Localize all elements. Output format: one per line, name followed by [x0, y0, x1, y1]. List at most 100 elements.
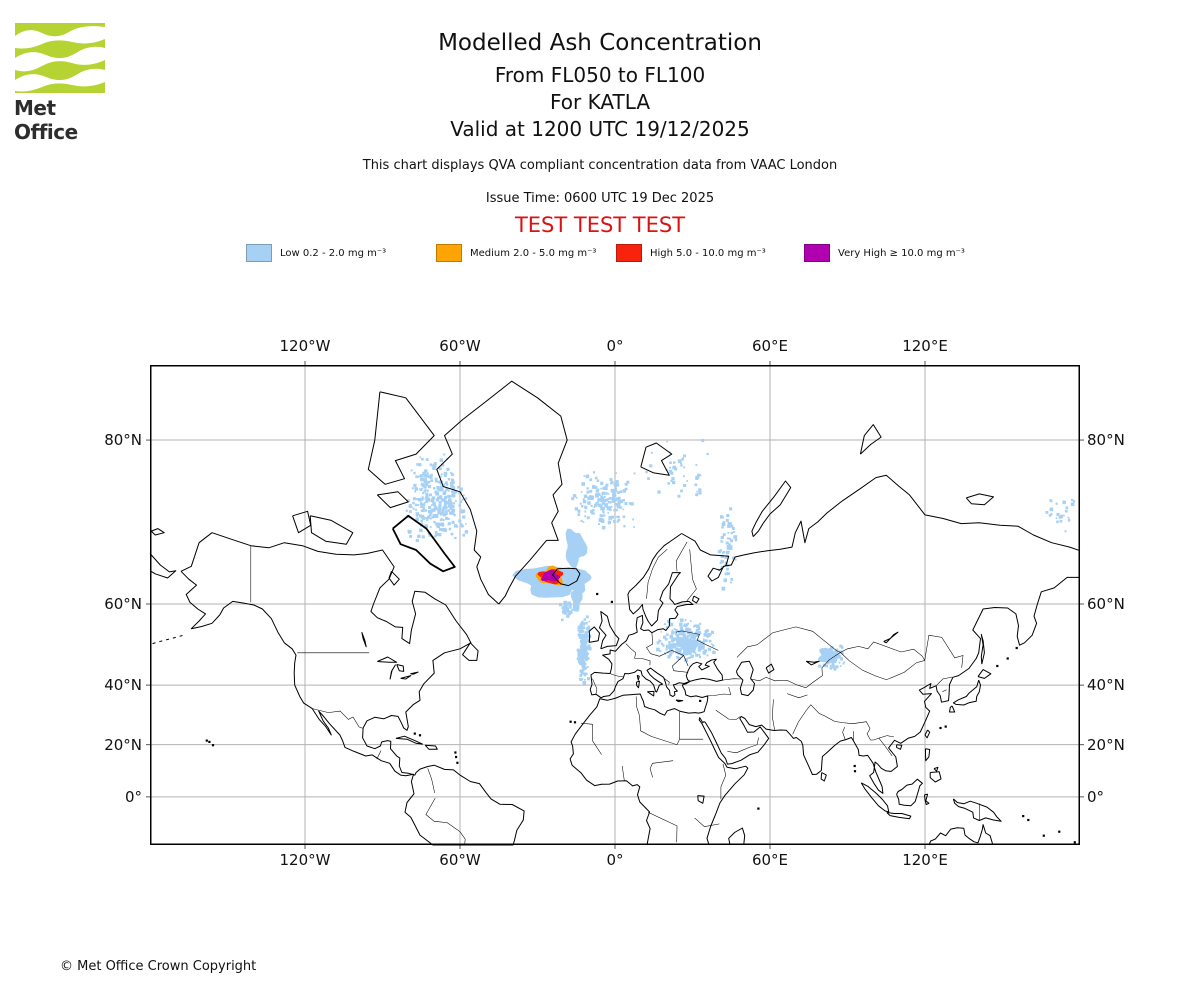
island-dot: [454, 751, 457, 754]
ash-region-barents-streaks: [717, 507, 738, 591]
legend-label-medium: Medium 2.0 - 5.0 mg m⁻³: [470, 247, 597, 259]
island-dot: [1058, 830, 1061, 833]
coastline: [309, 515, 354, 545]
legend-item-medium: Medium 2.0 - 5.0 mg m⁻³: [436, 244, 596, 262]
lon-tick-label-top: 120°E: [902, 337, 948, 355]
country-border: [425, 797, 466, 846]
ash-region-svalbard-east-scatter: [645, 439, 709, 498]
lon-tick-label-top: 0°: [606, 337, 624, 355]
coastline: [377, 656, 398, 663]
country-border: [840, 641, 926, 680]
country-border: [625, 643, 651, 666]
world-map: [146, 361, 1084, 849]
qva-description: This chart displays QVA compliant concen…: [362, 158, 838, 173]
coastline: [180, 532, 525, 846]
coastline: [588, 626, 600, 643]
coastline: [883, 631, 899, 644]
coastline: [681, 474, 1081, 582]
country-border: [675, 630, 719, 651]
ash-region-norwegian-sea-band: [571, 471, 636, 530]
legend-item-low: Low 0.2 - 2.0 mg m⁻³: [246, 244, 386, 262]
ash-region-wrangel-specks: [1045, 498, 1076, 533]
island-dot: [1022, 815, 1025, 818]
chart-title: Modelled Ash Concentration: [438, 30, 762, 56]
coastline: [949, 705, 956, 713]
island-dot: [853, 764, 856, 768]
coastline: [925, 748, 931, 762]
coastline: [924, 729, 931, 739]
coastline: [728, 827, 746, 846]
coastline: [424, 744, 438, 750]
coastline: [149, 553, 177, 579]
country-border: [810, 704, 895, 741]
country-border: [694, 817, 720, 827]
legend-swatch-very_high: [804, 244, 830, 262]
lon-tick-label-bottom: 120°W: [279, 851, 331, 869]
ash-region-iceland-plume-ne-wing: [565, 528, 588, 569]
coastline: [396, 664, 405, 672]
country-border: [649, 760, 674, 778]
island-dot: [211, 744, 215, 747]
lat-tick-label-left: 60°N: [104, 594, 142, 613]
coastline: [765, 663, 775, 674]
country-border: [376, 750, 382, 760]
legend-item-high: High 5.0 - 10.0 mg m⁻³: [616, 244, 766, 262]
subtitle-valid-time: Valid at 1200 UTC 19/12/2025: [450, 117, 750, 141]
country-border: [786, 693, 808, 699]
coastline: [636, 674, 640, 681]
island-dot: [413, 732, 416, 735]
coastline: [980, 633, 985, 665]
coastline: [635, 680, 640, 689]
coastline: [977, 669, 992, 679]
country-border: [792, 704, 812, 735]
test-banner: TEST TEST TEST: [514, 213, 686, 237]
coastline: [805, 660, 820, 666]
met-office-logo-icon: [15, 23, 105, 93]
coastline: [952, 798, 1002, 822]
iceland-coast-bold: [391, 514, 456, 573]
country-border: [672, 655, 689, 673]
ash-region-baffin-bay-scatter: [405, 453, 469, 543]
lon-tick-label-bottom: 60°W: [439, 851, 481, 869]
coastline: [952, 679, 981, 706]
country-border: [842, 726, 846, 740]
island-dot: [596, 592, 599, 596]
island-dot: [1073, 841, 1076, 844]
lat-tick-label-right: 60°N: [1087, 594, 1125, 613]
country-border: [707, 687, 732, 697]
coastline: [552, 567, 581, 587]
coastline: [436, 380, 568, 605]
coastline: [150, 528, 165, 536]
country-border: [736, 626, 841, 658]
island-dot: [456, 761, 459, 764]
legend-label-high: High 5.0 - 10.0 mg m⁻³: [650, 247, 766, 259]
country-border: [924, 634, 964, 668]
country-border: [592, 678, 598, 695]
coastline: [569, 533, 723, 846]
island-dot: [1042, 834, 1045, 837]
coastline: [698, 576, 1080, 846]
lon-tick-label-bottom: 120°E: [902, 851, 948, 869]
coastline: [392, 515, 456, 572]
issue-time: Issue Time: 0600 UTC 19 Dec 2025: [485, 191, 715, 206]
country-border: [727, 737, 759, 754]
coastline: [697, 795, 705, 804]
island-dot: [853, 770, 857, 773]
lon-tick-label-top: 60°E: [751, 337, 789, 355]
island-dot: [1015, 646, 1018, 650]
lat-tick-label-right: 0°: [1087, 787, 1105, 806]
lon-tick-label-bottom: 60°E: [751, 851, 789, 869]
coastline-layer: [149, 380, 1081, 846]
country-border: [942, 689, 947, 692]
lat-tick-label-left: 80°N: [104, 431, 142, 450]
legend-swatch-medium: [436, 244, 462, 262]
country-border: [427, 768, 435, 794]
lon-tick-label-top: 60°W: [439, 337, 481, 355]
legend-swatch-low: [246, 244, 272, 262]
legend-swatch-high: [616, 244, 642, 262]
island-dot: [569, 720, 572, 723]
lat-tick-label-right: 80°N: [1087, 431, 1125, 450]
met-office-logo-text: Met Office: [14, 96, 78, 144]
coastline: [675, 699, 684, 703]
